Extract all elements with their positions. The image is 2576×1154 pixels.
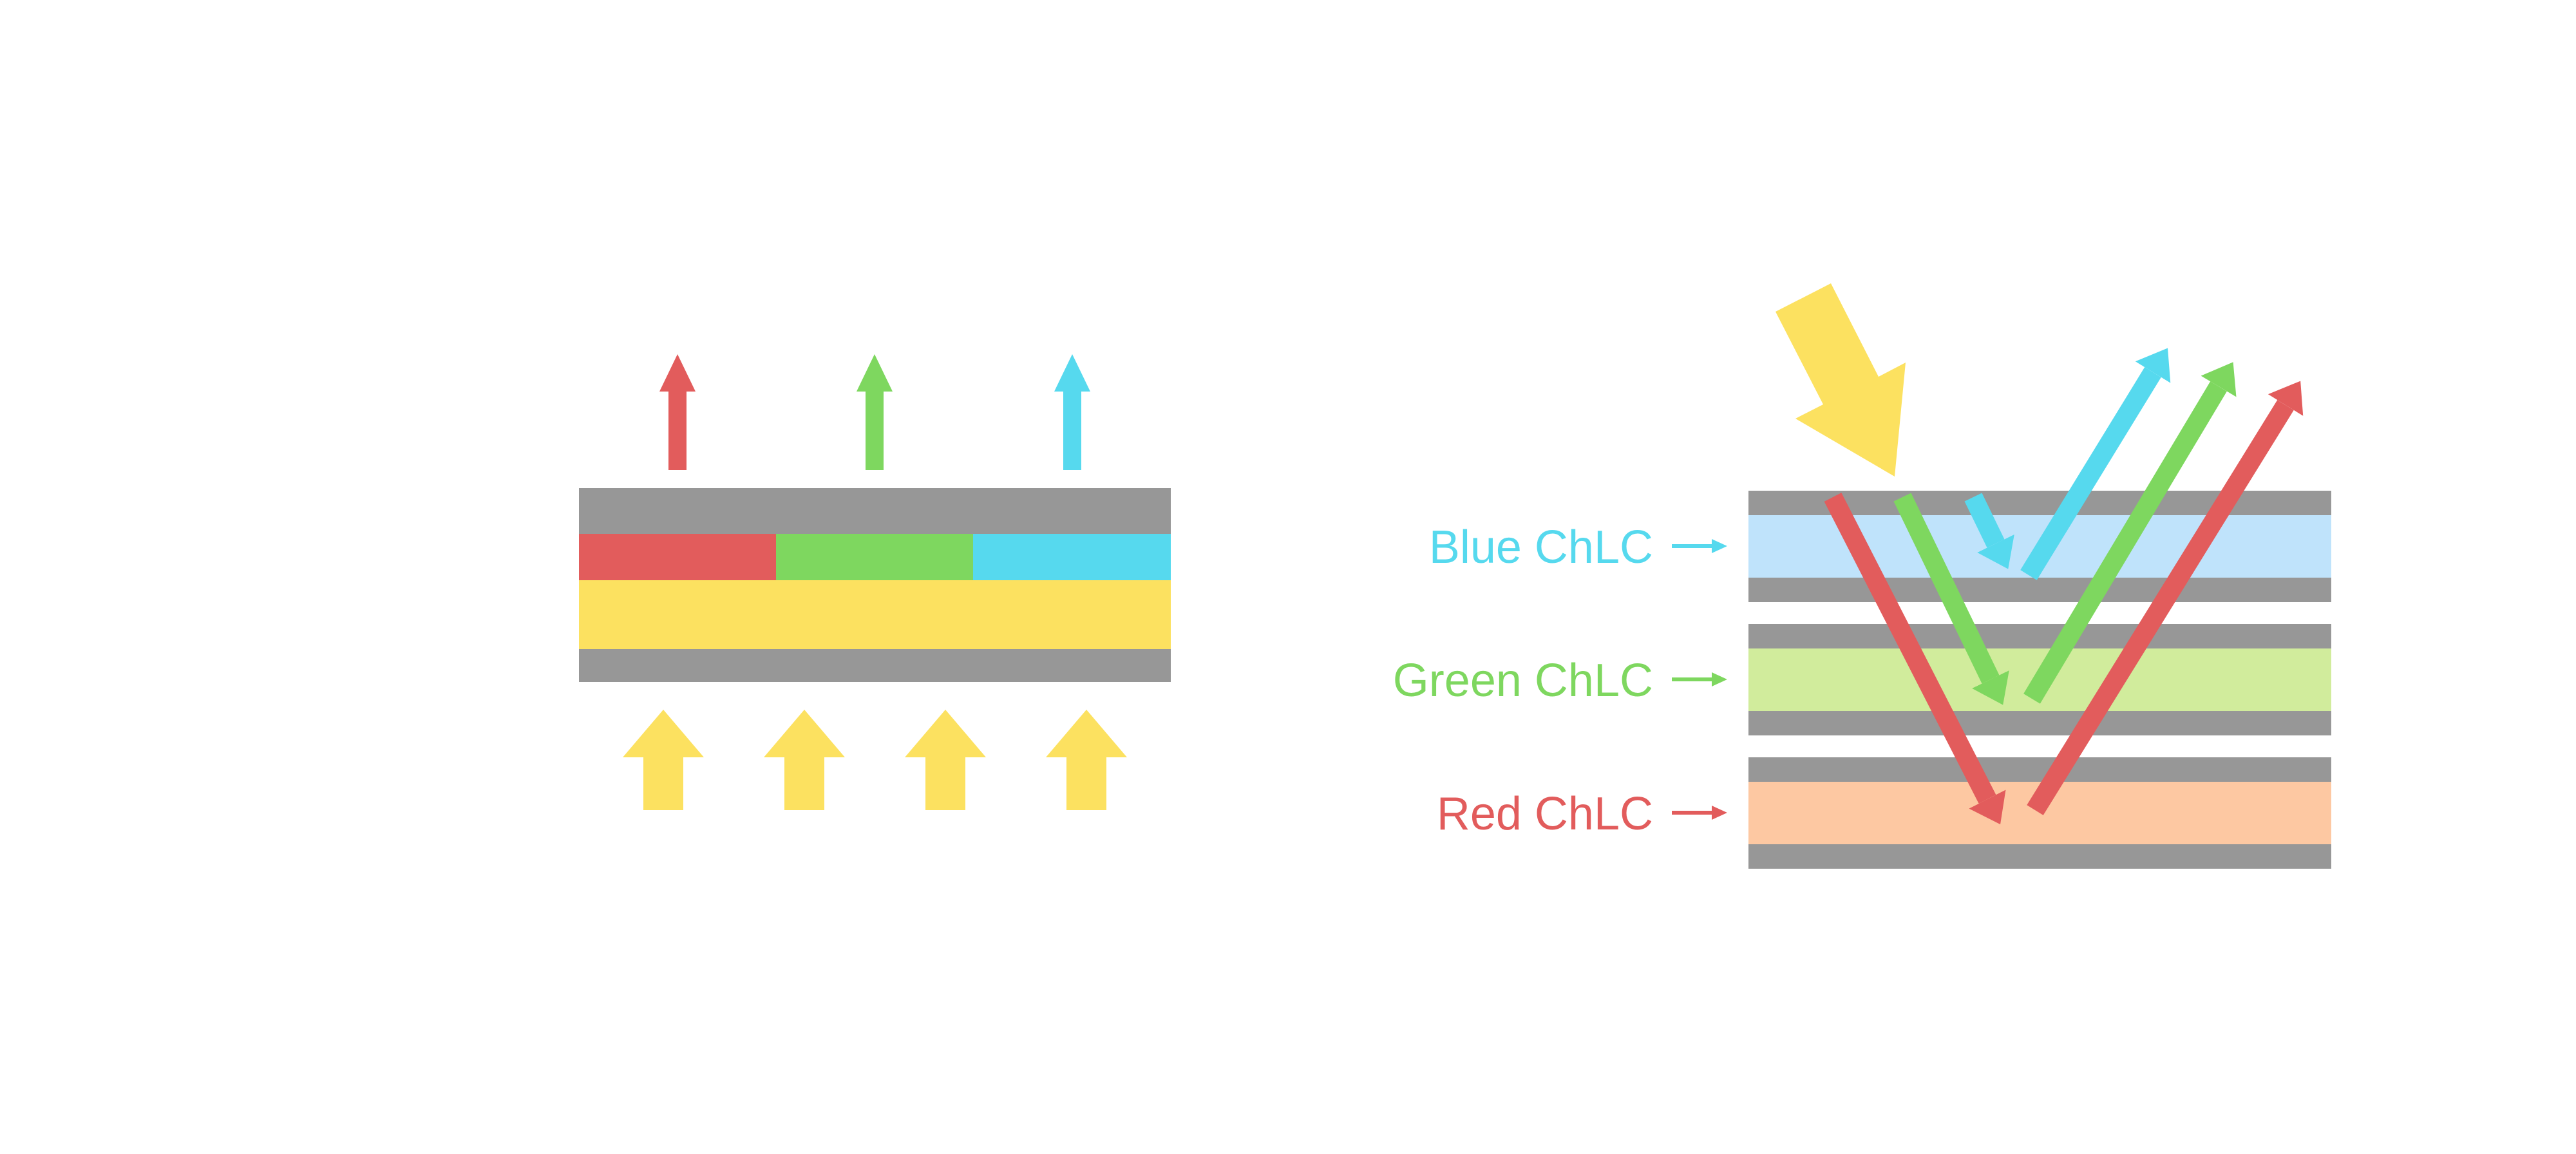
cyan-subpixel — [973, 534, 1171, 580]
green-transmitted-beam-arrow — [1893, 493, 2009, 705]
backlight-layer — [579, 580, 1171, 649]
red-reflected-beam-arrow — [2027, 381, 2304, 815]
blue-chlc-label-group: Blue ChLC — [1429, 522, 1727, 573]
backlight-arrow-icon — [764, 710, 845, 810]
backlight-arrow-icon — [623, 710, 704, 810]
right-diagram: Blue ChLC Green ChLC Red ChLC — [1393, 283, 2331, 869]
green-cell-top-substrate — [1748, 624, 2331, 648]
green-emitted-arrow-icon — [857, 354, 893, 470]
green-chlc-label-group: Green ChLC — [1393, 655, 1727, 706]
backlight-arrow-icon — [905, 710, 986, 810]
backlight-arrow-icon — [1046, 710, 1127, 810]
cyan-emitted-arrow-icon — [1054, 354, 1090, 470]
red-cell-top-substrate — [1748, 757, 2331, 782]
red-emitted-arrow-icon — [659, 354, 696, 470]
blue-cell-bottom-substrate — [1748, 578, 2331, 602]
red-subpixel — [579, 534, 776, 580]
left-bottom-substrate — [579, 649, 1171, 682]
green-chlc-label: Green ChLC — [1393, 655, 1653, 706]
green-cell-bottom-substrate — [1748, 711, 2331, 735]
red-transmitted-beam-arrow — [1824, 493, 2006, 825]
left-diagram — [579, 354, 1171, 810]
red-cell-bottom-substrate — [1748, 844, 2331, 869]
red-chlc-label-group: Red ChLC — [1437, 788, 1727, 840]
left-top-substrate — [579, 488, 1171, 534]
red-chlc-label: Red ChLC — [1437, 788, 1653, 840]
green-reflected-beam-arrow — [2023, 362, 2237, 704]
incident-light-arrow-icon — [1776, 283, 1906, 477]
cyan-transmitted-beam-arrow — [1964, 493, 2014, 569]
cyan-reflected-beam-arrow — [2020, 348, 2171, 580]
blue-chlc-label: Blue ChLC — [1429, 522, 1653, 573]
green-subpixel — [776, 534, 973, 580]
